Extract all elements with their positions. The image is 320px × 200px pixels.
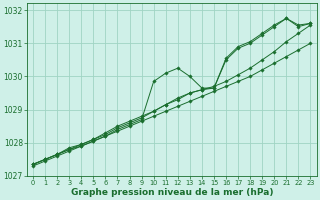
X-axis label: Graphe pression niveau de la mer (hPa): Graphe pression niveau de la mer (hPa) bbox=[70, 188, 273, 197]
